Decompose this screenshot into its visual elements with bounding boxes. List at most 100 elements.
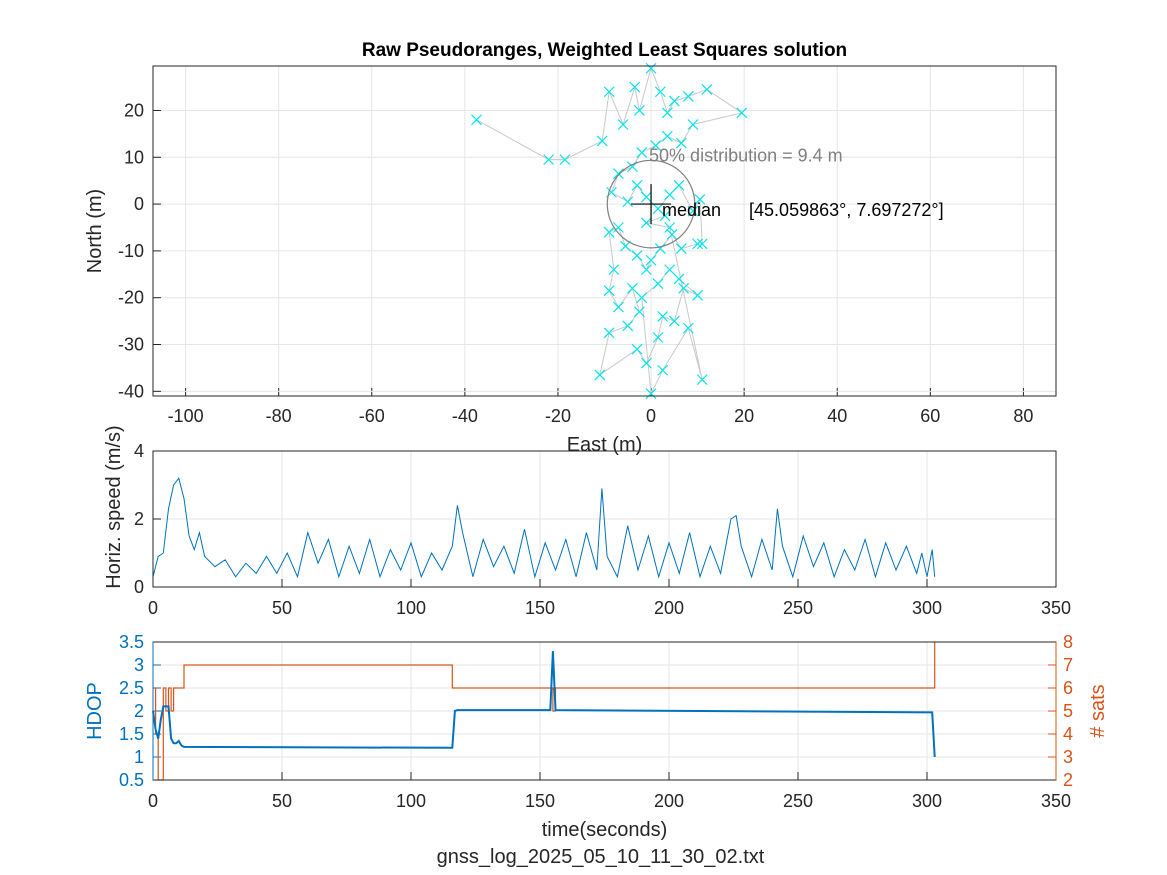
p2-y-tick-label: 0 (134, 577, 144, 597)
p1-y-tick-label: -30 (118, 335, 144, 355)
position-point (603, 226, 615, 238)
sats-tick-label: 8 (1063, 632, 1073, 652)
position-point (596, 135, 608, 147)
p1-x-axis-label: East (m) (567, 434, 643, 456)
p1-y-tick-label: 0 (134, 194, 144, 214)
position-point (636, 292, 648, 304)
p2-x-tick-label: 50 (272, 598, 292, 618)
p2-y-tick-label: 2 (134, 509, 144, 529)
position-point (645, 388, 657, 400)
position-point (652, 278, 664, 290)
figure-caption: gnss_log_2025_05_10_11_30_02.txt (437, 846, 765, 868)
p1-x-tick-label: 60 (920, 406, 940, 426)
speed-panel: 0 50 100 150 200 250 300 350 0 2 4 Horiz. speed (… (103, 425, 1071, 618)
p1-x-tick-label: -40 (452, 406, 478, 426)
p1-axes-frame (152, 65, 1057, 397)
position-point (627, 282, 638, 294)
position-point (622, 320, 634, 332)
position-point (603, 285, 615, 297)
position-point (654, 243, 666, 254)
position-scatter-panel: -100 -80 -60 -40 -20 0 20 40 60 80 -40-30-20-1001… (84, 40, 1057, 456)
position-point (657, 311, 669, 322)
p2-x-tick-labels: 0 50 100 150 200 250 300 350 (148, 598, 1071, 618)
position-point (664, 264, 676, 276)
position-point (603, 327, 615, 339)
distribution-annotation: 50% distribution = 9.4 m (649, 146, 843, 166)
p2-axes-frame (152, 450, 1057, 588)
chart-title: Raw Pseudoranges, Weighted Least Squares… (362, 40, 847, 61)
position-point (687, 119, 699, 130)
hdop-tick-label: 2 (134, 701, 144, 721)
hdop-line (152, 651, 936, 758)
p1-x-tick-label: 20 (734, 406, 754, 426)
p1-y-tick-label: 20 (124, 100, 144, 120)
p2-x-tick-label: 350 (1041, 598, 1071, 618)
p1-x-tick-label: 40 (827, 406, 847, 426)
position-point (640, 357, 652, 369)
p1-x-tick-labels: -100 -80 -60 -40 -20 0 20 40 60 80 (168, 406, 1034, 426)
hdop-sats-panel: 0 50 100 150 200 250 300 350 0.5 1 1.5 2 2.5 3 3.5 2 3… (84, 632, 1109, 868)
p2-x-tick-label: 250 (783, 598, 813, 618)
distribution-circle (606, 159, 696, 249)
p1-x-tick-label: 80 (1013, 406, 1033, 426)
position-point (471, 114, 482, 126)
position-point (622, 196, 634, 208)
position-point (736, 107, 748, 119)
p3-x-tick-label: 300 (912, 791, 942, 811)
position-point (673, 179, 685, 191)
position-point (631, 343, 643, 355)
position-point (631, 250, 643, 261)
position-point (664, 189, 676, 201)
position-point (668, 95, 680, 107)
p3-x-tick-label: 150 (525, 791, 555, 811)
position-point (673, 273, 685, 285)
position-point (657, 364, 669, 376)
position-point (636, 147, 648, 159)
position-point (675, 137, 687, 149)
position-point (613, 301, 624, 313)
hdop-axis-label: HDOP (84, 682, 106, 740)
p2-x-tick-label: 100 (396, 598, 426, 618)
position-point (678, 282, 690, 294)
p1-y-tick-label: 10 (124, 147, 144, 167)
p1-grid (153, 66, 1056, 396)
p3-x-tick-label: 0 (148, 791, 158, 811)
position-point (661, 107, 673, 119)
median-coordinates: [45.059863°, 7.697272°] (749, 200, 944, 220)
position-point (633, 306, 645, 318)
position-point (675, 243, 687, 254)
position-point (701, 83, 713, 95)
median-label: median (662, 200, 721, 220)
hdop-tick-label: 2.5 (119, 678, 144, 698)
position-point (603, 86, 615, 98)
sats-tick-label: 4 (1063, 724, 1073, 744)
p1-points (471, 62, 748, 400)
p3-x-tick-label: 200 (654, 791, 684, 811)
position-point (620, 240, 631, 252)
position-point (613, 222, 624, 233)
position-point (631, 179, 643, 191)
position-point (645, 62, 657, 74)
p2-x-tick-label: 0 (148, 598, 158, 618)
sats-tick-label: 2 (1063, 770, 1073, 790)
position-point (682, 322, 694, 334)
sats-tick-label: 3 (1063, 747, 1073, 767)
position-track (476, 66, 744, 396)
p1-y-tick-label: -20 (118, 288, 144, 308)
hdop-tick-label: 1 (134, 747, 144, 767)
p1-y-axis-label: North (m) (84, 189, 106, 273)
p3-x-tick-label: 50 (272, 791, 292, 811)
position-point (661, 130, 673, 142)
sats-axis-label: # sats (1087, 684, 1109, 737)
p2-y-axis-label: Horiz. speed (m/s) (103, 425, 125, 588)
p1-x-tick-label: -80 (266, 406, 292, 426)
position-point (640, 217, 652, 229)
p3-x-tick-label: 100 (396, 791, 426, 811)
position-point (594, 369, 606, 381)
position-point (692, 238, 704, 250)
position-point (692, 289, 704, 301)
position-point (608, 264, 620, 276)
p3-x-tick-labels: 0 50 100 150 200 250 300 350 (148, 791, 1071, 811)
p1-x-tick-label: -100 (168, 406, 204, 426)
